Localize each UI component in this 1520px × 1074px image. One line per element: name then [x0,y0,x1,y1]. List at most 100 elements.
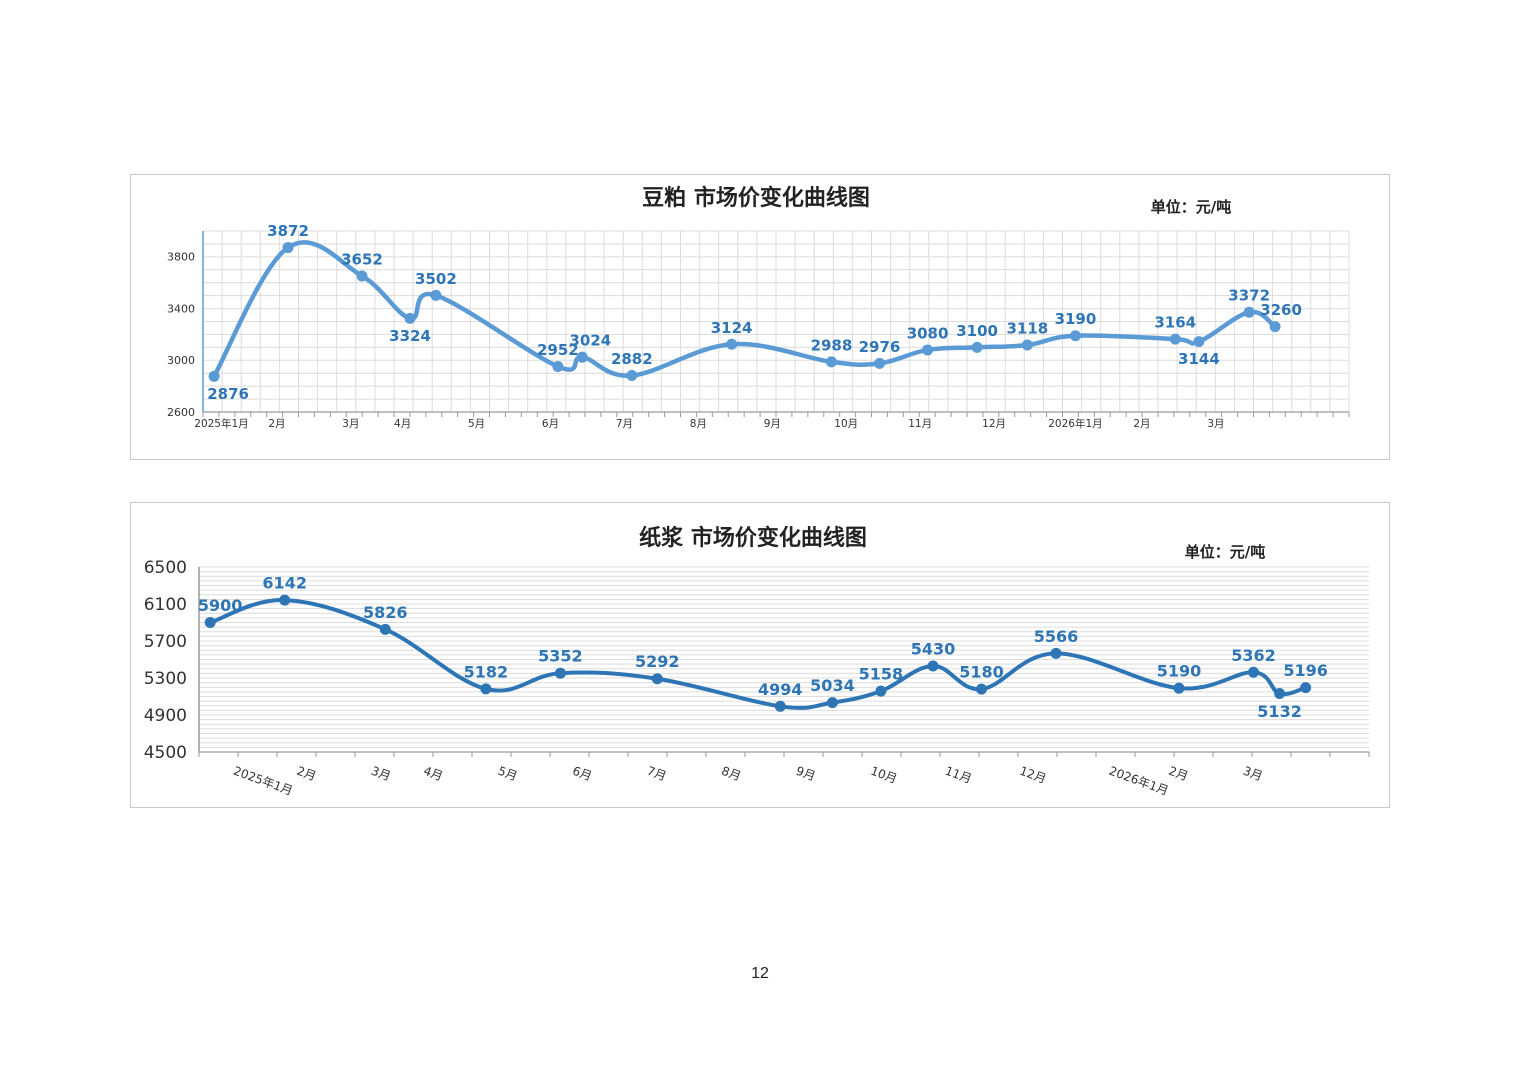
x-tick-label: 8月 [720,764,743,784]
data-point [430,289,442,301]
data-point [552,360,564,372]
data-point [480,683,492,695]
data-label: 5566 [1034,627,1079,646]
data-point [874,357,886,369]
data-point [379,623,391,635]
data-point [927,660,939,672]
data-label: 2952 [537,341,579,359]
x-tick-label: 12月 [982,418,1006,430]
data-label: 5034 [810,676,855,695]
data-label: 5182 [464,662,509,681]
y-tick-label: 4900 [144,706,187,726]
data-label: 3324 [389,327,431,345]
data-label: 2876 [207,385,249,403]
x-tick-label: 2月 [268,418,285,430]
data-label: 2988 [811,336,853,354]
x-tick-label: 2月 [1167,764,1190,784]
x-tick-label: 3月 [369,764,392,784]
x-tick-label: 10月 [834,418,858,430]
data-label: 3144 [1178,350,1220,368]
x-tick-label: 8月 [690,418,707,430]
page-number: 12 [751,965,769,982]
data-label: 5826 [363,603,408,622]
data-point [576,351,588,363]
x-tick-label: 6月 [571,764,594,784]
y-tick-label: 2600 [167,406,195,419]
x-tick-label: 7月 [645,764,668,784]
data-label: 5362 [1231,646,1276,665]
y-tick-label: 3000 [167,354,195,367]
x-tick-label: 2025年1月 [232,764,295,798]
y-tick-label: 5700 [144,632,187,652]
y-tick-label: 6100 [144,595,187,615]
x-tick-label: 12月 [1018,764,1048,786]
data-point [1269,321,1281,333]
data-point [825,356,837,368]
data-label: 5196 [1283,661,1328,680]
grid [199,566,1369,753]
data-point [356,270,368,282]
data-label: 3652 [341,250,383,268]
chart-soymeal: 豆粕 市场价变化曲线图 单位：元/吨 2600 3000 3400 3800 2025年1月… [167,185,1350,430]
data-label: 5158 [859,665,904,684]
data-point [1050,647,1062,659]
data-label: 3372 [1228,287,1270,305]
data-point [774,700,786,712]
data-point [826,697,838,709]
y-tick-label: 3400 [167,302,195,315]
chart-title: 纸浆 市场价变化曲线图 [639,525,867,551]
unit-label: 单位：元/吨 [1185,543,1265,561]
data-label: 3164 [1154,314,1196,332]
data-label: 5190 [1157,662,1202,681]
data-label: 5352 [538,647,583,666]
x-tick-label: 5月 [468,418,485,430]
unit-label: 单位：元/吨 [1151,198,1231,216]
data-label: 3080 [907,324,949,342]
data-point [279,594,291,606]
data-label: 5180 [959,663,1004,682]
grid [202,230,1350,413]
x-tick-label: 3月 [342,418,359,430]
x-tick-label: 6月 [542,418,559,430]
data-point [282,242,294,254]
x-tick-label: 9月 [764,418,781,430]
data-label: 6142 [262,574,307,593]
data-point [1243,306,1255,318]
data-point [971,341,983,353]
data-point [1193,336,1205,348]
data-label: 5430 [911,639,956,658]
chart-panel-soymeal: 豆粕 市场价变化曲线图 单位：元/吨 2600 3000 3400 3800 2025年1月… [130,174,1390,460]
x-tick-label: 3月 [1207,418,1224,430]
y-tick-label: 6500 [144,558,187,578]
x-tick-label: 10月 [869,764,899,786]
y-tick-label: 4500 [144,743,187,763]
x-tick-label: 2026年1月 [1107,764,1170,798]
data-point [651,673,663,685]
data-point [875,685,887,697]
data-point [1274,688,1286,700]
data-label: 5292 [635,652,680,671]
x-tick-label: 11月 [908,418,932,430]
data-label: 4994 [758,680,803,699]
data-point [1021,339,1033,351]
data-label: 3502 [415,270,457,288]
data-label: 3872 [267,222,309,240]
data-point [726,338,738,350]
data-point [1069,330,1081,342]
data-label: 3024 [569,332,611,350]
x-tick-label: 2月 [1133,418,1150,430]
data-point [922,344,934,356]
x-tick-label: 2月 [295,764,318,784]
x-tick-label: 11月 [943,764,973,786]
data-point [404,312,416,324]
data-label: 3118 [1007,320,1049,338]
data-label: 3190 [1055,310,1097,328]
data-label: 2976 [859,338,901,356]
x-tick-label: 5月 [496,764,519,784]
data-label: 2882 [611,350,653,368]
x-tick-label: 4月 [422,764,445,784]
data-point [1247,666,1259,678]
x-tick-label: 4月 [394,418,411,430]
chart-panel-pulp: 纸浆 市场价变化曲线图 单位：元/吨 4500 4900 5300 5700 6100 650… [130,502,1390,808]
